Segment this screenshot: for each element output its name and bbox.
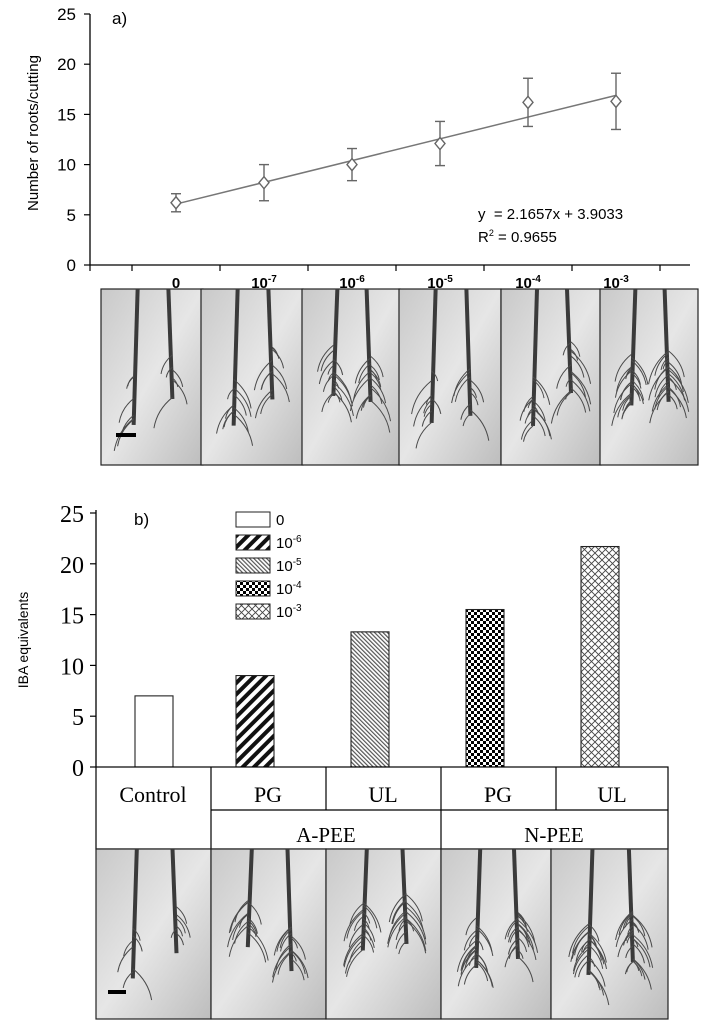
panel-a-y-tick-label: 20 — [57, 55, 76, 74]
panel-a-data-point — [346, 157, 358, 172]
root-photo — [599, 288, 699, 466]
root-photo — [200, 288, 304, 466]
panel-b-bar-chart: b) IBA equivalents 0 5 10 15 20 25 0 10-6 10-5 1… — [15, 502, 669, 850]
panel-b-y-axis-title: IBA equivalents — [15, 592, 31, 689]
panel-b-legend: 0 10-6 10-5 10-4 10-3 — [235, 511, 302, 621]
root-photo — [301, 288, 401, 466]
panel-a-data-point — [258, 175, 270, 190]
panel-b-y-tick-label: 5 — [72, 705, 84, 731]
panel-a-y-tick-label: 0 — [67, 256, 76, 275]
panel-a-line-chart: a) Number of roots/cutting 0 5 10 15 20 25 0 1… — [25, 5, 690, 292]
panel-b-group-n-pee: N-PEE — [524, 823, 584, 847]
panel-a-data-point — [434, 136, 446, 151]
panel-b-bar — [134, 695, 174, 768]
panel-b-bar — [580, 545, 620, 768]
panel-a-data-point — [170, 195, 182, 210]
panel-a-x-tick-label: 0 — [172, 275, 180, 292]
panel-a-equation: y = 2.1657x + 3.9033 — [478, 206, 623, 223]
scale-bar — [108, 990, 126, 994]
panel-a-x-tick-label: 10-5 — [427, 274, 453, 292]
scale-bar — [116, 433, 136, 437]
panel-b-legend-label: 0 — [276, 512, 284, 529]
root-photo — [550, 848, 669, 1020]
panel-b-category-label: Control — [119, 782, 186, 807]
root-photo — [210, 848, 327, 1020]
root-photo — [440, 848, 552, 1020]
panel-b-legend-label: 10-4 — [276, 580, 302, 598]
panel-b-legend-label: 10-3 — [276, 603, 302, 621]
panel-a-y-tick-label: 15 — [57, 105, 76, 124]
root-photo — [398, 288, 502, 466]
panel-b-group-a-pee: A-PEE — [296, 823, 356, 847]
panel-a-x-ticks: 0 10-7 10-6 10-5 10-4 10-3 — [89, 265, 661, 292]
panel-b-category-label: UL — [368, 782, 397, 807]
panel-b-category-label: PG — [484, 782, 512, 807]
panel-b-legend-swatch — [235, 511, 271, 528]
panel-a-data-point — [522, 95, 534, 110]
panel-a-y-ticks: 0 5 10 15 20 25 — [57, 5, 90, 275]
panel-b-y-tick-label: 10 — [60, 654, 84, 680]
panel-b-legend-label: 10-5 — [276, 557, 302, 575]
panel-b-y-ticks: 0 5 10 15 20 25 — [60, 502, 96, 782]
panel-b-y-tick-label: 15 — [60, 604, 84, 630]
panel-b-legend-swatch — [235, 580, 271, 597]
panel-b-photo-strip — [95, 848, 669, 1020]
panel-b-category-label: UL — [597, 782, 626, 807]
panel-a-x-tick-label: 10-7 — [251, 274, 277, 292]
panel-a-y-tick-label: 5 — [67, 206, 76, 225]
panel-b-bar — [235, 675, 275, 768]
panel-b-legend-swatch — [235, 603, 271, 620]
panel-b-category-table — [95, 766, 669, 850]
panel-b-y-tick-label: 0 — [72, 756, 84, 782]
panel-b-bars — [134, 545, 620, 768]
panel-b-bar — [350, 631, 390, 768]
panel-a-x-tick-label: 10-3 — [603, 274, 629, 292]
panel-b-y-tick-label: 20 — [60, 553, 84, 579]
panel-b-legend-swatch — [235, 557, 271, 574]
panel-a-y-tick-label: 10 — [57, 156, 76, 175]
panel-a-y-axis-title: Number of roots/cutting — [25, 55, 42, 211]
root-photo — [500, 288, 602, 466]
panel-b-category-labels: Control PG UL PG UL — [119, 782, 626, 807]
panel-b-bar — [465, 608, 505, 768]
panel-a-x-tick-label: 10-4 — [515, 274, 541, 292]
root-photo — [325, 848, 442, 1020]
panel-a-data-points — [170, 72, 622, 213]
panel-b-y-tick-label: 25 — [60, 502, 84, 528]
panel-a-trendline — [175, 94, 617, 205]
panel-a-y-tick-label: 25 — [57, 5, 76, 24]
panel-b-legend-swatch — [235, 534, 271, 551]
panel-a-data-point — [610, 94, 622, 109]
panel-b-legend-label: 10-6 — [276, 534, 302, 552]
panel-a-photo-strip — [100, 288, 699, 466]
panel-b-category-label: PG — [254, 782, 282, 807]
panel-a-r-squared: R2 = 0.9655 — [478, 228, 557, 246]
panel-a-x-tick-label: 10-6 — [339, 274, 365, 292]
root-photo — [100, 288, 204, 466]
panel-b-label: b) — [134, 510, 149, 529]
panel-a-label: a) — [112, 9, 127, 28]
